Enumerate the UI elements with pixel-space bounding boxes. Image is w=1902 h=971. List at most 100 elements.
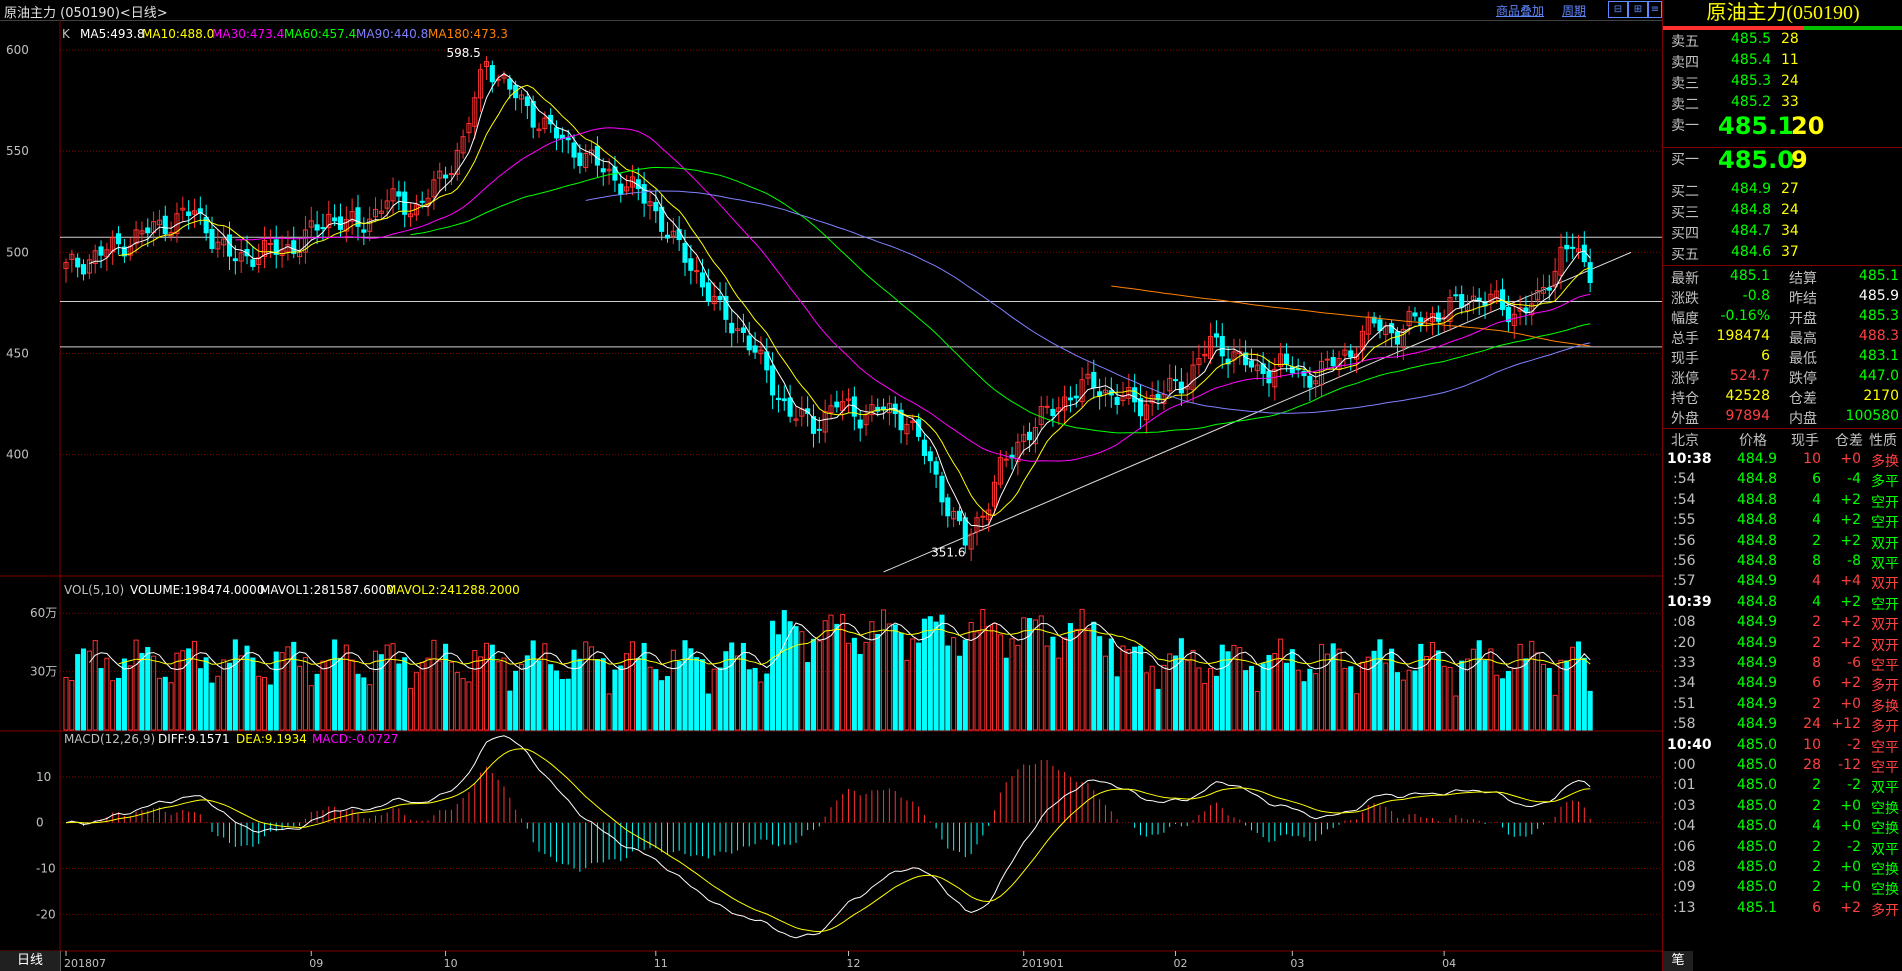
period-link[interactable]: 周期 [1562,4,1587,18]
col-volume: 现手 [1791,433,1819,449]
candle-body [968,533,974,550]
stat-label: 涨停 [1671,371,1699,387]
candle-body [186,211,192,217]
tick-nature: 双平 [1871,780,1899,797]
tick-volume: 2 [1812,777,1821,794]
candle-body [367,218,373,232]
candle-body [653,201,659,212]
volume-bar [1178,638,1184,731]
candle-body [1213,333,1219,338]
zoom-in-icon[interactable]: ⊞ [1628,1,1648,18]
tick-nature: 空开 [1871,596,1899,613]
tick-row: :34 484.9 6 +2 多开 [1663,675,1902,696]
candle-body [1412,312,1418,317]
volume-bar [221,659,227,731]
candle-body [775,397,781,401]
volume-bar [367,684,373,731]
overlay-link[interactable]: 商品叠加 [1496,4,1545,18]
volume-bar [904,659,910,731]
tab-ticks[interactable]: 笔 [1663,951,1693,971]
zoom-icon[interactable]: ⊟ [1608,1,1628,18]
tick-row: :13 485.1 6 +2 多开 [1663,900,1902,921]
price-tick-label: 450 [6,347,29,361]
candle-body [454,149,460,175]
candle-body [448,172,454,176]
candle-body [770,365,776,396]
candle-body [343,219,349,232]
ma90-legend: MA90:440.8 [356,27,428,41]
volume-bar [822,620,828,731]
macd-tick-label: 0 [36,816,44,830]
candle-body [910,420,916,424]
candle-body [98,246,104,256]
volume-bar [1523,658,1529,731]
candle-body [180,207,186,211]
volume-bar [1418,643,1424,731]
kline-chart[interactable]: 600 550 500 450 400 60万 30万 10 0 -10 -20 201807 09 10… [0,20,1662,971]
candle-body [1301,370,1307,377]
volume-bar [1213,675,1219,731]
tick-oi: -12 [1838,757,1861,773]
candle-body [63,261,69,270]
tick-price: 485.0 [1736,879,1777,896]
candle-body [1459,294,1465,308]
volume-bar [1371,650,1377,731]
volume-bar [402,657,408,731]
tick-nature: 空换 [1871,882,1899,899]
volume-bar [1400,679,1406,731]
candle-body [898,409,904,431]
volume-bar [1424,655,1430,731]
candle-body [1027,431,1033,441]
volume-bar [1330,643,1336,731]
candle-body [75,257,81,268]
tick-price: 485.0 [1736,838,1777,855]
tick-price: 484.8 [1736,512,1777,529]
volume-bar [145,646,151,731]
candle-body [670,230,676,237]
stat-value: 198474 [1716,328,1770,344]
x-tick-label: 04 [1442,957,1456,970]
menu-icon[interactable]: ≡ [1648,1,1662,18]
volume-bar [682,640,688,731]
candle-body [431,179,437,198]
tab-daily[interactable]: 日线 [0,951,61,971]
candle-body [1120,395,1126,401]
volume-bar [1470,648,1476,731]
tick-time: 10:38 [1667,451,1712,467]
volume-bar [460,678,466,731]
volume-bar [1050,636,1056,731]
candle-body [1126,386,1132,399]
candle-body [209,228,215,250]
volume-bar [921,618,927,731]
stat-value: 2170 [1863,388,1899,404]
tick-nature: 空换 [1871,821,1899,838]
volume-bar [548,664,554,731]
volume-bar [320,660,326,731]
volume-bar [1459,660,1465,731]
volume-bar [1564,660,1570,731]
macd-legend-prefix: MACD(12,26,9) [64,732,155,746]
volume-bar [98,668,104,731]
volume-bar [437,660,443,731]
stat-label: 持仓 [1671,391,1699,407]
stat-label: 幅度 [1671,311,1699,327]
volume-bar [1097,636,1103,731]
candle-body [810,416,817,434]
bid-volume: 34 [1781,223,1799,239]
volume-bar [1295,669,1301,731]
volume-bar [758,681,764,731]
volume-bar [869,621,875,731]
volume-bar [834,623,840,731]
volume-bar [939,614,945,731]
candle-body [466,122,472,134]
volume-bar [1056,657,1062,731]
volume-bar [1435,650,1441,731]
volume-bar [1278,638,1284,731]
volume-bar [1073,628,1079,731]
candle-body [618,183,624,195]
stat-label: 最高 [1789,331,1817,347]
volume-bar [1272,653,1278,731]
tick-volume: 2 [1812,797,1821,814]
volume-bar [1172,655,1179,731]
bid-label: 买一 [1671,152,1699,168]
